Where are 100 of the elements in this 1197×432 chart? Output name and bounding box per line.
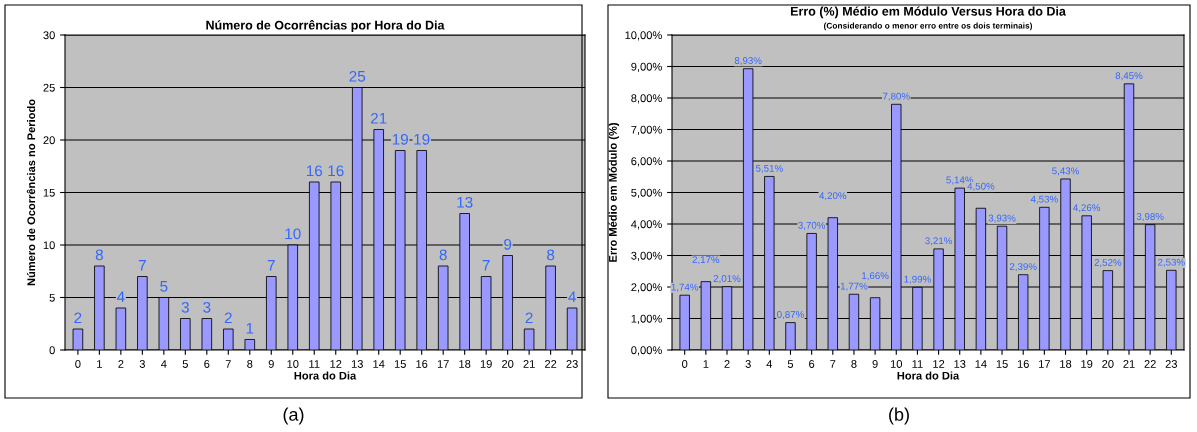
- data-label: 10: [285, 228, 301, 240]
- data-label: 3,70%: [798, 221, 826, 230]
- data-label: 8: [547, 249, 555, 261]
- y-tick-label: 5: [49, 293, 55, 302]
- data-label: 8: [95, 249, 103, 261]
- data-label: 4: [116, 291, 125, 303]
- data-label: 1,77%: [840, 282, 868, 291]
- x-tick-label: 12: [330, 360, 342, 368]
- x-tick-label: 8: [851, 360, 857, 368]
- y-tick-label: 0: [49, 346, 55, 355]
- x-tick-label: 5: [182, 360, 188, 368]
- chart-title: Erro (%) Médio em Módulo Versus Hora do Dia: [790, 6, 1066, 19]
- x-tick-label: 21: [1123, 360, 1135, 368]
- x-tick-label: 16: [416, 360, 428, 368]
- data-label: 7: [138, 260, 146, 271]
- data-label: 3: [203, 301, 211, 313]
- x-tick-label: 7: [830, 360, 836, 368]
- y-tick-label: 30: [43, 31, 55, 40]
- data-label: 2: [224, 312, 232, 324]
- data-label: 2: [74, 312, 82, 324]
- data-label: 13: [457, 196, 473, 208]
- x-tick-label: 10: [287, 360, 299, 368]
- data-label: 19: [392, 133, 408, 145]
- x-tick-label: 18: [459, 360, 471, 368]
- x-tick-label: 9: [872, 360, 878, 368]
- x-tick-label: 11: [912, 360, 923, 368]
- data-label: 8,45%: [1115, 72, 1143, 81]
- data-label: 3,93%: [988, 214, 1016, 223]
- x-tick-label: 6: [204, 360, 210, 368]
- data-label: 4: [568, 291, 576, 303]
- data-label: 2,52%: [1094, 259, 1122, 268]
- x-tick-label: 12: [933, 360, 945, 368]
- x-tick-label: 0: [682, 360, 688, 368]
- data-label: 8: [439, 249, 447, 261]
- data-label: 4,53%: [1030, 195, 1058, 204]
- x-tick-label: 16: [1017, 360, 1029, 368]
- text: (a): [283, 407, 304, 425]
- x-tick-label: 14: [373, 360, 385, 368]
- x-tick-label: 19: [1081, 360, 1093, 368]
- data-label: 5,51%: [755, 164, 783, 173]
- data-label: 2,01%: [713, 275, 741, 284]
- y-tick-label: 7,00%: [631, 125, 662, 135]
- x-tick-label: 1: [703, 360, 709, 368]
- chart-subtitle: (Considerando o menor erro entre os dois terminais): [824, 22, 1033, 31]
- text: (b): [889, 407, 909, 425]
- x-tick-label: 1: [97, 360, 102, 368]
- x-tick-label: 4: [766, 360, 773, 368]
- x-tick-label: 8: [247, 360, 253, 368]
- data-label: 1,74%: [671, 283, 699, 292]
- x-tick-label: 2: [724, 360, 730, 368]
- y-tick-label: 4,00%: [631, 220, 662, 230]
- data-label: 2: [525, 312, 533, 324]
- x-tick-label: 22: [545, 360, 557, 368]
- x-tick-label: 14: [975, 360, 987, 368]
- data-label: 7: [482, 260, 490, 271]
- x-tick-label: 4: [161, 360, 167, 368]
- x-tick-label: 22: [1144, 360, 1156, 368]
- y-tick-label: 1,00%: [631, 314, 662, 324]
- y-axis-title: Número de Ocorrências no Periodo: [26, 99, 36, 286]
- x-tick-label: 20: [502, 360, 514, 368]
- x-tick-label: 19: [480, 360, 492, 368]
- x-tick-label: 23: [1165, 360, 1177, 368]
- data-label: 7,80%: [882, 92, 910, 101]
- data-label: 5,43%: [1052, 167, 1079, 176]
- x-tick-label: 21: [523, 360, 535, 368]
- data-label: 25: [349, 70, 366, 82]
- data-label: 3,21%: [925, 237, 953, 246]
- x-tick-label: 2: [118, 360, 124, 368]
- data-label: 5: [160, 281, 168, 292]
- x-axis-title: Hora do Dia: [897, 371, 960, 380]
- x-tick-label: 9: [268, 360, 274, 368]
- data-label: 3,98%: [1136, 213, 1164, 222]
- y-tick-label: 15: [43, 188, 55, 197]
- data-label: 21: [370, 112, 387, 124]
- y-tick-label: 10,00%: [625, 31, 662, 41]
- x-tick-label: 17: [437, 360, 449, 368]
- data-label: 2,53%: [1158, 258, 1185, 267]
- x-tick-label: 5: [787, 360, 794, 368]
- data-label: 16: [306, 165, 323, 177]
- y-tick-label: 9,00%: [631, 62, 662, 72]
- x-tick-label: 23: [566, 360, 578, 368]
- x-tick-label: 13: [954, 360, 966, 368]
- x-tick-label: 15: [996, 360, 1008, 368]
- data-label: 1,66%: [862, 272, 889, 281]
- x-tick-label: 18: [1060, 360, 1072, 368]
- y-tick-label: 20: [43, 136, 55, 145]
- x-tick-label: 15: [394, 360, 406, 368]
- data-label: 1,99%: [904, 275, 931, 284]
- y-tick-label: 10: [43, 241, 55, 250]
- y-tick-label: 2,00%: [631, 283, 662, 293]
- y-axis-title: Erro Médio em Módulo (%): [608, 122, 620, 262]
- data-label: 4,20%: [819, 192, 847, 201]
- y-tick-label: 0,00%: [631, 346, 662, 356]
- x-tick-label: 20: [1102, 360, 1114, 368]
- y-tick-label: 8,00%: [631, 94, 662, 104]
- data-label: 3: [181, 301, 189, 313]
- data-label: 1: [246, 323, 254, 334]
- y-tick-label: 3,00%: [631, 251, 662, 261]
- data-label: 7: [267, 260, 275, 271]
- data-label: 4,26%: [1073, 204, 1101, 213]
